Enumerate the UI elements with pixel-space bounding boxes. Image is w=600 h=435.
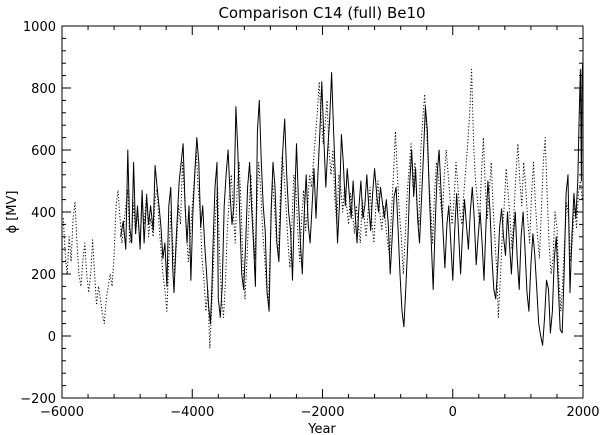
plot-frame bbox=[61, 25, 584, 399]
y-tick-label: 1000 bbox=[23, 20, 56, 35]
y-tick-label: 400 bbox=[31, 206, 56, 221]
x-tick-label: −2000 bbox=[301, 405, 345, 420]
x-tick-label: 0 bbox=[449, 405, 457, 420]
x-tick-label: 2000 bbox=[566, 405, 599, 420]
ticks-layer: −6000 −4000 −2000 0 2000−2000200400600800100… bbox=[20, 20, 599, 420]
series-layer bbox=[62, 63, 584, 349]
series-line-solid bbox=[120, 63, 584, 346]
y-tick-label: 0 bbox=[48, 330, 56, 345]
x-tick-label: −4000 bbox=[170, 405, 214, 420]
x-axis-title: Year bbox=[307, 422, 336, 435]
x-tick-label: −6000 bbox=[40, 405, 84, 420]
y-axis-title: ϕ [MV] bbox=[5, 191, 20, 234]
chart-title: Comparison C14 (full) Be10 bbox=[218, 4, 425, 22]
y-tick-label: −200 bbox=[20, 392, 56, 407]
y-tick-label: 600 bbox=[31, 144, 56, 159]
y-tick-label: 800 bbox=[31, 82, 56, 97]
y-tick-label: 200 bbox=[31, 268, 56, 283]
